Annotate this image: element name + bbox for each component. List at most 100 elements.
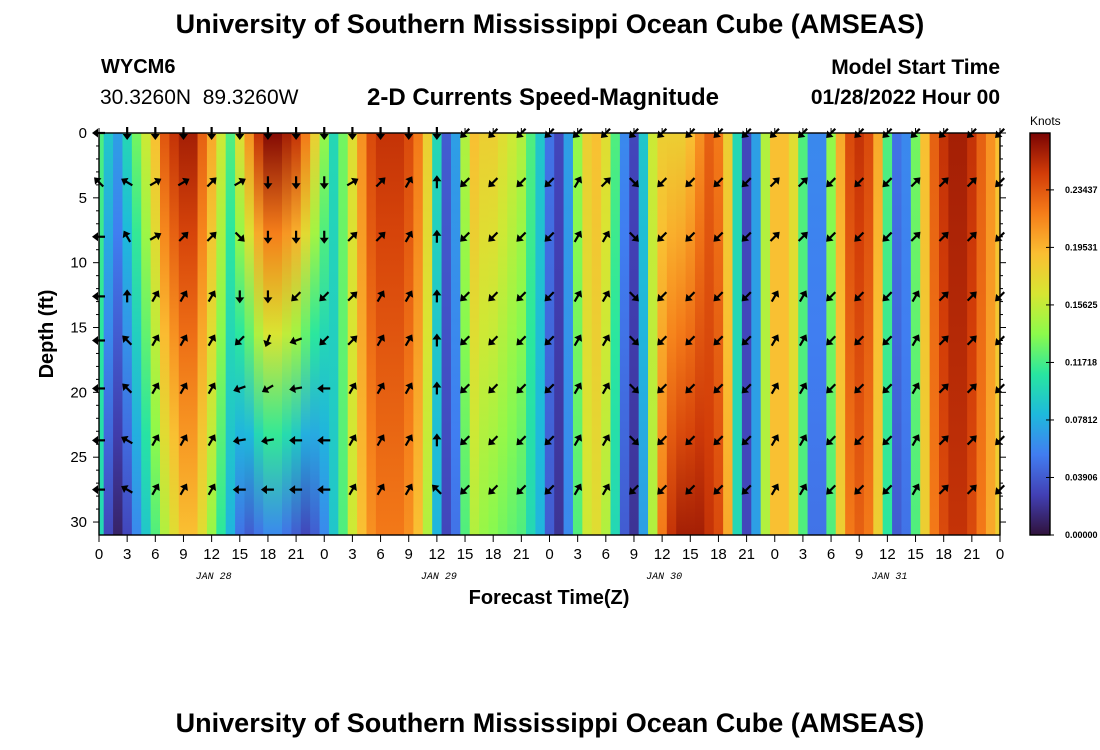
current-arrow (206, 231, 217, 242)
heat-column (216, 133, 227, 535)
x-tick-label: 3 (573, 546, 581, 563)
current-arrow (628, 231, 639, 242)
heat-column (160, 133, 170, 535)
heat-column (563, 133, 574, 535)
heat-column (770, 133, 781, 535)
heat-column (197, 133, 208, 535)
current-arrow (92, 485, 105, 495)
heat-column (554, 133, 565, 535)
current-arrow (826, 291, 837, 302)
current-arrow (713, 383, 724, 394)
colorbar-tick-label: 0.23437 (1065, 185, 1098, 195)
current-arrow (966, 435, 977, 446)
heat-column (103, 133, 114, 535)
x-tick-label: 18 (485, 546, 502, 563)
current-arrow (376, 382, 385, 395)
x-tick-label: 6 (602, 546, 610, 563)
current-arrow (235, 290, 245, 304)
x-tick-label: 0 (996, 546, 1004, 563)
colorbar: 0.00000 0.03906 0.07812 0.11718 0.15625 0.195… (1029, 132, 1098, 540)
colorbar-gradient (1029, 132, 1051, 536)
current-arrow (628, 335, 639, 346)
heat-column (882, 133, 893, 535)
current-arrow (544, 484, 555, 495)
current-arrow (92, 291, 105, 301)
current-arrow (882, 291, 893, 302)
current-arrow (741, 335, 752, 346)
current-arrow (854, 383, 865, 394)
heat-column (788, 133, 799, 535)
current-arrow (232, 436, 246, 445)
current-arrow (289, 336, 303, 346)
current-arrow (685, 484, 696, 495)
speed-heatmap (99, 133, 1001, 535)
current-arrow (207, 290, 217, 303)
current-arrow (289, 435, 303, 445)
heat-column (526, 133, 537, 535)
current-arrow (798, 382, 808, 395)
current-arrow (770, 290, 780, 303)
x-tick-label: 3 (348, 546, 356, 563)
heat-column (901, 133, 912, 535)
current-arrow (488, 231, 499, 242)
current-arrow (317, 485, 331, 495)
heat-column (122, 133, 133, 535)
current-arrow (319, 335, 330, 346)
current-arrow (149, 177, 162, 187)
model-start-label: Model Start Time (831, 56, 1000, 79)
current-arrow (289, 384, 303, 394)
x-tick-label: 6 (151, 546, 159, 563)
current-arrow (544, 177, 555, 188)
current-arrow (770, 434, 780, 447)
current-arrow (404, 483, 414, 496)
heat-column (629, 133, 640, 535)
heat-column (760, 133, 771, 535)
heat-column (957, 133, 968, 535)
heat-column (638, 133, 649, 535)
heat-column (854, 133, 865, 535)
current-arrow (601, 334, 611, 347)
current-arrow (573, 230, 583, 243)
current-arrow (151, 334, 160, 347)
day-label: JAN 30 (646, 572, 682, 583)
current-arrow (233, 384, 246, 394)
current-arrow (207, 434, 217, 447)
current-arrow (432, 381, 442, 395)
current-arrow (92, 383, 105, 393)
colorbar-tick-label: 0.00000 (1065, 530, 1098, 540)
heat-column (347, 133, 358, 535)
y-tick-label: 0 (79, 125, 87, 142)
current-arrow (854, 177, 865, 188)
current-arrow (151, 434, 160, 447)
current-arrow (404, 382, 414, 395)
heat-column (619, 133, 630, 535)
current-arrow (122, 230, 132, 243)
heat-column (479, 133, 490, 535)
heat-column (948, 133, 959, 535)
x-tick-label: 0 (95, 546, 103, 563)
current-arrow (376, 334, 385, 347)
heat-column (995, 133, 1001, 535)
current-arrow (713, 231, 724, 242)
current-arrow (966, 177, 977, 188)
day-label: JAN 29 (421, 572, 457, 583)
y-tick-label: 15 (70, 320, 87, 337)
current-arrow (404, 230, 414, 243)
current-arrow (685, 335, 696, 346)
current-arrow (263, 176, 273, 190)
x-tick-label: 0 (320, 546, 328, 563)
current-arrow (882, 231, 893, 242)
current-arrow (657, 291, 668, 302)
x-tick-label: 15 (907, 546, 924, 563)
heat-column (253, 133, 264, 535)
heat-column (967, 133, 978, 535)
heat-column (676, 133, 687, 535)
heat-column (507, 133, 518, 535)
current-arrow (798, 290, 808, 303)
current-arrow (263, 230, 273, 244)
heat-column (741, 133, 752, 535)
current-arrow (404, 290, 414, 303)
current-arrow (348, 434, 357, 447)
current-arrow (628, 383, 639, 394)
colorbar-tick-label: 0.19531 (1065, 242, 1098, 252)
